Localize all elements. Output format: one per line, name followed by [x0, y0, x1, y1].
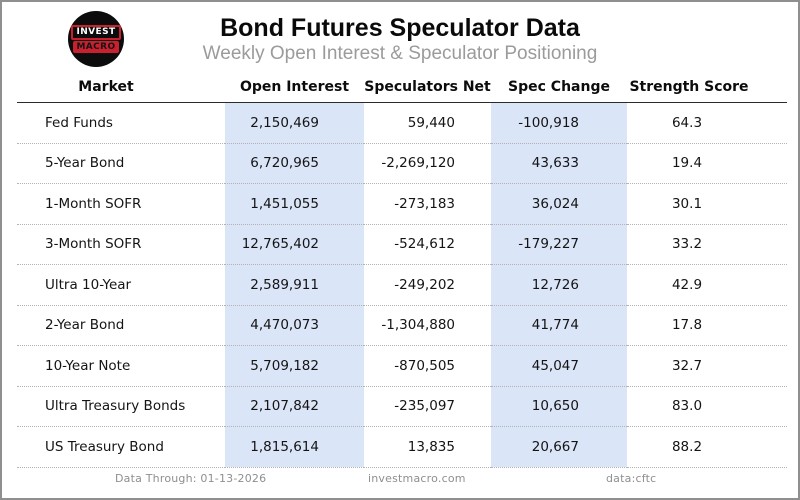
- table-row: 5-Year Bond 6,720,965 -2,269,120 43,633 19.4: [17, 143, 787, 184]
- logo-text-invest: INVEST: [71, 25, 121, 40]
- data-source-label: data:cftc: [606, 472, 657, 485]
- table-row: 1-Month SOFR 1,451,055 -273,183 36,024 30.1: [17, 183, 787, 225]
- speculator-table: Market Open Interest Speculators Net Spe…: [17, 72, 787, 468]
- cell-speculators-net: -1,304,880: [364, 305, 491, 346]
- cell-spec-change: 10,650: [491, 386, 627, 427]
- cell-market: 2-Year Bond: [17, 305, 225, 346]
- col-header-speculators-net: Speculators Net: [364, 72, 491, 103]
- cell-strength-score: 30.1: [627, 183, 787, 225]
- cell-spec-change: 36,024: [491, 183, 627, 225]
- cell-market: Ultra Treasury Bonds: [17, 386, 225, 427]
- cell-spec-change: -100,918: [491, 102, 627, 144]
- cell-spec-change: 20,667: [491, 426, 627, 468]
- cell-spec-change: 45,047: [491, 345, 627, 387]
- cell-strength-score: 64.3: [627, 102, 787, 144]
- table-header-row: Market Open Interest Speculators Net Spe…: [17, 72, 787, 103]
- cell-open-interest: 12,765,402: [225, 224, 364, 265]
- logo-text-macro: MACRO: [73, 41, 119, 53]
- cell-speculators-net: -524,612: [364, 224, 491, 265]
- cell-market: 1-Month SOFR: [17, 183, 225, 225]
- cell-open-interest: 4,470,073: [225, 305, 364, 346]
- cell-open-interest: 2,107,842: [225, 386, 364, 427]
- data-through-label: Data Through: 01-13-2026: [115, 472, 267, 485]
- col-header-market: Market: [17, 72, 225, 103]
- table-row: US Treasury Bond 1,815,614 13,835 20,667 88.…: [17, 426, 787, 468]
- table-row: 10-Year Note 5,709,182 -870,505 45,047 32.7: [17, 345, 787, 387]
- cell-speculators-net: -273,183: [364, 183, 491, 225]
- cell-speculators-net: -870,505: [364, 345, 491, 387]
- cell-spec-change: 41,774: [491, 305, 627, 346]
- website-label: investmacro.com: [368, 472, 466, 485]
- cell-speculators-net: 59,440: [364, 102, 491, 144]
- cell-spec-change: 43,633: [491, 143, 627, 184]
- cell-spec-change: 12,726: [491, 264, 627, 306]
- cell-strength-score: 88.2: [627, 426, 787, 468]
- page-subtitle: Weekly Open Interest & Speculator Positi…: [202, 43, 598, 64]
- cell-open-interest: 2,589,911: [225, 264, 364, 306]
- page-title: Bond Futures Speculator Data: [220, 14, 580, 42]
- cell-market: Fed Funds: [17, 102, 225, 144]
- cell-open-interest: 1,451,055: [225, 183, 364, 225]
- cell-speculators-net: 13,835: [364, 426, 491, 468]
- cell-strength-score: 83.0: [627, 386, 787, 427]
- cell-market: 5-Year Bond: [17, 143, 225, 184]
- col-header-open-interest: Open Interest: [225, 72, 364, 103]
- table-row: 2-Year Bond 4,470,073 -1,304,880 41,774 17.8: [17, 305, 787, 346]
- cell-market: 10-Year Note: [17, 345, 225, 387]
- cell-strength-score: 32.7: [627, 345, 787, 387]
- cell-market: Ultra 10-Year: [17, 264, 225, 306]
- cell-speculators-net: -249,202: [364, 264, 491, 306]
- cell-open-interest: 1,815,614: [225, 426, 364, 468]
- table-row: Ultra 10-Year 2,589,911 -249,202 12,726 42.9: [17, 264, 787, 306]
- table-row: Ultra Treasury Bonds 2,107,842 -235,097 10,…: [17, 386, 787, 427]
- cell-strength-score: 33.2: [627, 224, 787, 265]
- cell-market: US Treasury Bond: [17, 426, 225, 468]
- cell-open-interest: 5,709,182: [225, 345, 364, 387]
- table-row: 3-Month SOFR 12,765,402 -524,612 -179,227 33…: [17, 224, 787, 265]
- cell-strength-score: 19.4: [627, 143, 787, 184]
- investmacro-logo: INVEST MACRO: [68, 11, 124, 67]
- cell-speculators-net: -2,269,120: [364, 143, 491, 184]
- header: Bond Futures Speculator Data Weekly Open…: [2, 14, 798, 65]
- cell-speculators-net: -235,097: [364, 386, 491, 427]
- cell-strength-score: 42.9: [627, 264, 787, 306]
- cell-open-interest: 2,150,469: [225, 102, 364, 144]
- col-header-spec-change: Spec Change: [491, 72, 627, 103]
- col-header-strength-score: Strength Score: [627, 72, 787, 103]
- cell-market: 3-Month SOFR: [17, 224, 225, 265]
- table-row: Fed Funds 2,150,469 59,440 -100,918 64.3: [17, 102, 787, 144]
- cell-strength-score: 17.8: [627, 305, 787, 346]
- table-body: Fed Funds 2,150,469 59,440 -100,918 64.3 5-Ye…: [17, 102, 787, 468]
- cell-spec-change: -179,227: [491, 224, 627, 265]
- cell-open-interest: 6,720,965: [225, 143, 364, 184]
